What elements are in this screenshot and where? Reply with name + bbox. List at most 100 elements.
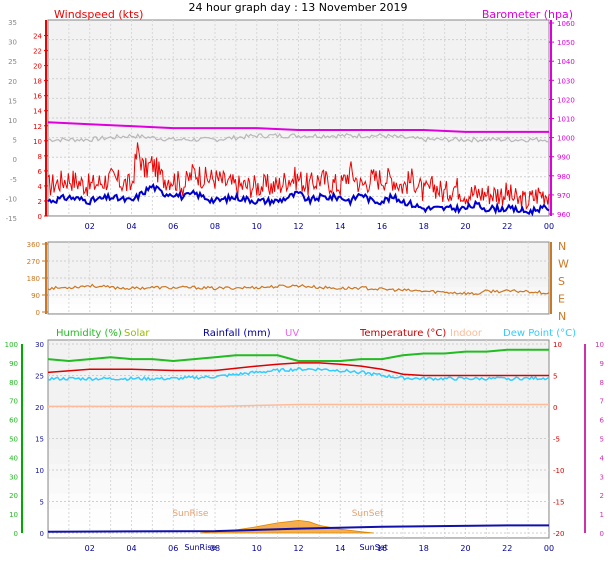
indoor-line	[48, 403, 549, 408]
temp-tick-label: -10	[553, 467, 564, 475]
x-tick-label: 10	[252, 544, 262, 553]
dewpoint-line	[47, 366, 550, 382]
baro-tick-label: 1040	[557, 58, 575, 66]
wind-axis-label: Windspeed (kts)	[54, 8, 143, 21]
baro-tick-label: 1050	[557, 39, 575, 47]
gust-line	[47, 142, 550, 210]
compass-label: S	[558, 275, 565, 288]
direction-tick-label: 360	[27, 241, 40, 249]
x-tick-label: 22	[502, 544, 512, 553]
dewpoint-label: Dew Point (°C)	[503, 328, 576, 339]
x-tick-label: 22	[502, 222, 512, 231]
humidity-tick-label: 40	[9, 454, 18, 462]
solar-label: Solar	[124, 328, 150, 339]
outer-tick-label: 20	[8, 78, 17, 86]
x-tick-label: 08	[210, 222, 220, 231]
compass-label: W	[558, 258, 569, 271]
uv-tick-label: 1	[600, 511, 604, 519]
x-tick-label: 10	[252, 222, 262, 231]
x-tick-label: 18	[419, 544, 429, 553]
direction-panel-shade	[49, 281, 548, 287]
x-tick-label: 02	[85, 544, 95, 553]
humidity-tick-label: 10	[9, 511, 18, 519]
humidity-tick-label: 0	[14, 530, 18, 538]
humidity-tick-label: 20	[9, 492, 18, 500]
x-tick-label: 00	[544, 544, 554, 553]
indoor-label: Indoor	[450, 328, 483, 339]
direction-tick-label: 0	[36, 309, 40, 317]
direction-tick-label: 180	[27, 275, 40, 283]
wind-tick-label: 8	[38, 153, 42, 161]
wind-tick-label: 22	[33, 48, 42, 56]
baro-tick-label: 970	[557, 192, 570, 200]
x-tick-label: 02	[85, 222, 95, 231]
uv-label: UV	[285, 328, 299, 339]
baro-tick-label: 980	[557, 173, 570, 181]
uv-tick-label: 3	[600, 473, 604, 481]
baro-tick-label: 1010	[557, 116, 575, 124]
outer-tick-label: -5	[10, 176, 17, 184]
baro-tick-label: 990	[557, 154, 570, 162]
humidity-tick-label: 50	[9, 436, 18, 444]
barometer-line	[47, 121, 549, 133]
temp-tick-label: 5	[553, 373, 557, 381]
humidity-tick-label: 90	[9, 360, 18, 368]
rain-tick-label: 10	[35, 467, 44, 475]
sunrise-axis-label: SunRise	[184, 543, 216, 552]
uv-tick-label: 6	[600, 417, 605, 425]
x-tick-label: 20	[460, 544, 470, 553]
uv-tick-label: 9	[600, 360, 604, 368]
outer-tick-label: -10	[6, 195, 17, 203]
x-tick-label: 00	[544, 222, 554, 231]
uv-tick-label: 10	[595, 341, 604, 349]
wind-tick-label: 20	[33, 63, 42, 71]
humidity-tick-label: 100	[5, 341, 18, 349]
temp-tick-label: -15	[553, 499, 564, 507]
uv-tick-label: 8	[600, 379, 604, 387]
humidity-line	[47, 348, 549, 363]
rain-tick-label: 15	[35, 436, 44, 444]
direction-line	[47, 283, 550, 296]
wind-tick-label: 4	[38, 183, 43, 191]
outer-tick-label: 35	[8, 19, 17, 27]
outer-tick-label: 30	[8, 39, 17, 47]
wind-tick-label: 16	[33, 93, 42, 101]
wind-tick-label: 2	[38, 198, 42, 206]
humidity-tick-label: 70	[9, 398, 18, 406]
x-tick-label: 18	[419, 222, 429, 231]
compass-label: N	[558, 240, 566, 253]
humidity-tick-label: 60	[9, 417, 18, 425]
rainfall-line	[47, 524, 549, 533]
baro-tick-label: 1000	[557, 135, 575, 143]
x-tick-label: 12	[293, 222, 303, 231]
rain-tick-label: 5	[40, 499, 44, 507]
rain-tick-label: 25	[35, 373, 44, 381]
average-line	[47, 182, 550, 217]
wind-tick-label: 14	[33, 108, 42, 116]
temperature-line	[47, 362, 549, 377]
outer-tick-label: -15	[6, 215, 17, 223]
temp-tick-label: -20	[553, 530, 564, 538]
humidity-tick-label: 30	[9, 473, 18, 481]
x-tick-label: 14	[335, 544, 345, 553]
x-tick-label: 20	[460, 222, 470, 231]
sunrise-label: SunRise	[172, 509, 209, 519]
baro-tick-label: 960	[557, 211, 570, 219]
sunset-label: SunSet	[352, 509, 384, 519]
multi-panel-shade	[49, 463, 548, 479]
baro-tick-label: 1060	[557, 20, 575, 28]
uv-tick-label: 4	[600, 454, 605, 462]
rain-tick-label: 0	[40, 530, 44, 538]
outer-tick-label: 5	[13, 137, 17, 145]
x-tick-label: 08	[210, 544, 220, 553]
x-tick-label: 04	[126, 544, 136, 553]
outer-tick-label: 25	[8, 58, 17, 66]
wind-tick-label: 0	[38, 213, 42, 221]
uv-tick-label: 5	[600, 436, 604, 444]
direction-tick-label: 270	[27, 258, 40, 266]
baro-tick-label: 1030	[557, 77, 575, 85]
x-tick-label: 14	[335, 222, 345, 231]
x-tick-label: 16	[377, 544, 387, 553]
baro-tick-label: 1020	[557, 96, 575, 104]
